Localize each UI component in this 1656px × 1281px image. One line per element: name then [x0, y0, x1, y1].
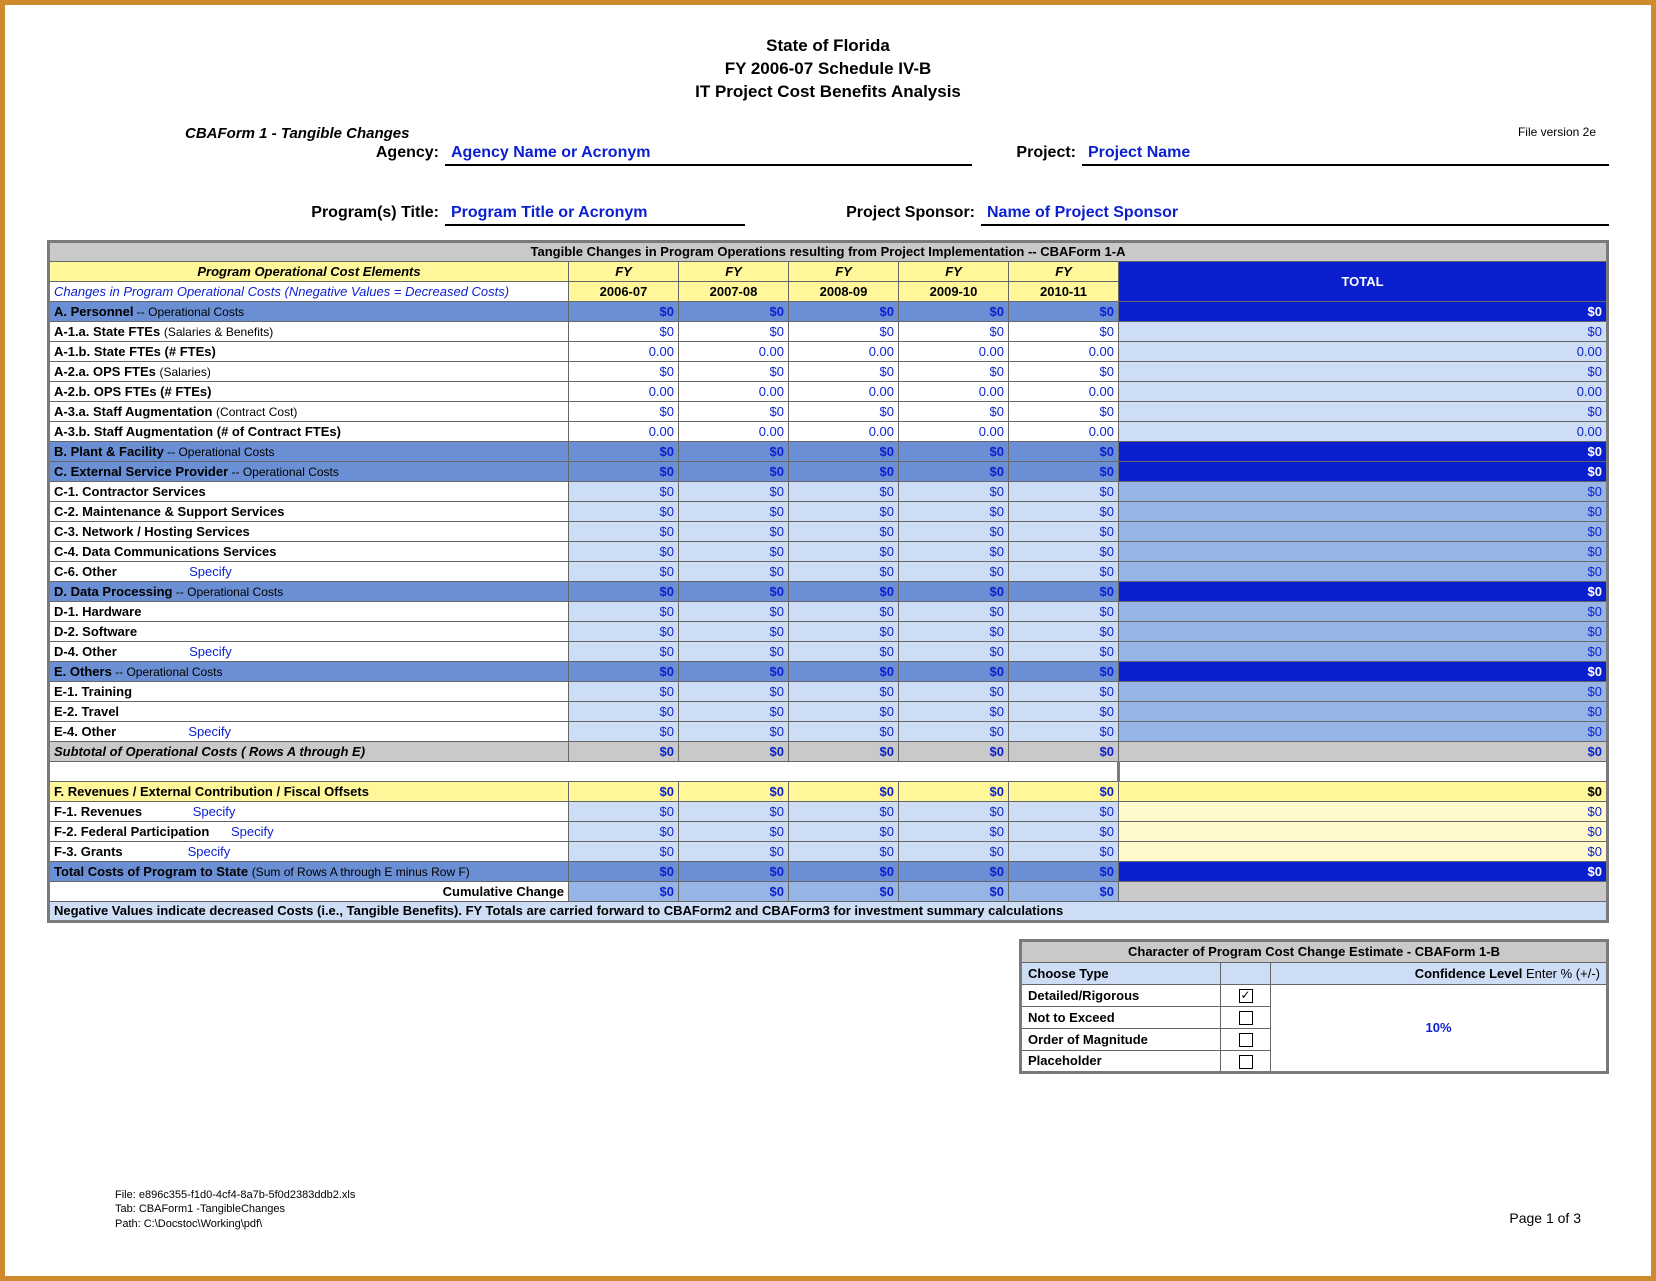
program-label: Program(s) Title: — [47, 204, 445, 226]
checkbox-3[interactable] — [1239, 1055, 1253, 1069]
footnote: Negative Values indicate decreased Costs… — [49, 901, 1608, 921]
table-row: C-3. Network / Hosting Services$0$0$0$0$… — [49, 521, 1608, 541]
year-0: 2006-07 — [569, 281, 679, 301]
checkbox-0[interactable]: ✓ — [1239, 989, 1253, 1003]
header-line-1: State of Florida — [47, 35, 1609, 58]
choose-type-label: Choose Type — [1021, 962, 1221, 984]
fy-h-4: FY — [1009, 261, 1119, 281]
table-row: A-1.a. State FTEs (Salaries & Benefits)$… — [49, 321, 1608, 341]
table-row: C-6. Other Specify$0$0$0$0$0$0 — [49, 561, 1608, 581]
table-row: Subtotal of Operational Costs ( Rows A t… — [49, 741, 1608, 761]
file-version: File version 2e — [1518, 125, 1596, 139]
table-row: F-1. Revenues Specify$0$0$0$0$0$0 — [49, 801, 1608, 821]
table-row: D-2. Software$0$0$0$0$0$0 — [49, 621, 1608, 641]
sponsor-label: Project Sponsor: — [745, 204, 981, 226]
table-row: F-3. Grants Specify$0$0$0$0$0$0 — [49, 841, 1608, 861]
year-2: 2008-09 — [789, 281, 899, 301]
year-3: 2009-10 — [899, 281, 1009, 301]
table-row: E-4. Other Specify$0$0$0$0$0$0 — [49, 721, 1608, 741]
table-row: D. Data Processing -- Operational Costs$… — [49, 581, 1608, 601]
table-row: F-2. Federal Participation Specify$0$0$0… — [49, 821, 1608, 841]
checkbox-1[interactable] — [1239, 1011, 1253, 1025]
table-row: A-3.b. Staff Augmentation (# of Contract… — [49, 421, 1608, 441]
table-row: E-1. Training$0$0$0$0$0$0 — [49, 681, 1608, 701]
table-row: D-4. Other Specify$0$0$0$0$0$0 — [49, 641, 1608, 661]
checkbox-2[interactable] — [1239, 1033, 1253, 1047]
cumulative-label: Cumulative Change — [49, 881, 569, 901]
table-row: A-1.b. State FTEs (# FTEs)0.000.000.000.… — [49, 341, 1608, 361]
fy-h-3: FY — [899, 261, 1009, 281]
form-label: CBAForm 1 - Tangible Changes — [185, 125, 409, 142]
project-value[interactable]: Project Name — [1082, 144, 1609, 166]
confidence-value[interactable]: 10% — [1271, 984, 1608, 1072]
table-row: A-2.a. OPS FTEs (Salaries)$0$0$0$0$0$0 — [49, 361, 1608, 381]
total-header: TOTAL — [1119, 261, 1608, 301]
header-line-3: IT Project Cost Benefits Analysis — [47, 81, 1609, 104]
col-sub: Changes in Program Operational Costs (Nn… — [49, 281, 569, 301]
page: State of Florida FY 2006-07 Schedule IV-… — [0, 0, 1656, 1281]
opt-0[interactable]: Detailed/Rigorous — [1021, 984, 1221, 1006]
opt-3[interactable]: Placeholder — [1021, 1050, 1221, 1072]
footer-file: File: e896c355-f1d0-4cf4-8a7b-5f0d2383dd… — [115, 1188, 355, 1202]
doc-header: State of Florida FY 2006-07 Schedule IV-… — [47, 35, 1609, 104]
character-box: Character of Program Cost Change Estimat… — [1019, 939, 1609, 1074]
table-row: C-4. Data Communications Services$0$0$0$… — [49, 541, 1608, 561]
meta-row-2: Program(s) Title: Program Title or Acron… — [47, 204, 1609, 226]
table-row: B. Plant & Facility -- Operational Costs… — [49, 441, 1608, 461]
page-number: Page 1 of 3 — [1509, 1210, 1581, 1226]
year-1: 2007-08 — [679, 281, 789, 301]
fy-h-2: FY — [789, 261, 899, 281]
col-lead: Program Operational Cost Elements — [49, 261, 569, 281]
table-row: A-2.b. OPS FTEs (# FTEs)0.000.000.000.00… — [49, 381, 1608, 401]
table-row: F. Revenues / External Contribution / Fi… — [49, 781, 1608, 801]
footer-path: Path: C:\Docstoc\Working\pdf\ — [115, 1217, 355, 1231]
footer-left: File: e896c355-f1d0-4cf4-8a7b-5f0d2383dd… — [115, 1188, 355, 1231]
confidence-header: Confidence Level Enter % (+/-) — [1271, 962, 1608, 984]
table-title: Tangible Changes in Program Operations r… — [49, 241, 1608, 261]
agency-label: Agency: — [47, 144, 445, 166]
table-row: Total Costs of Program to State (Sum of … — [49, 861, 1608, 881]
agency-value[interactable]: Agency Name or Acronym — [445, 144, 972, 166]
meta-row-1: Agency: Agency Name or Acronym Project: … — [47, 144, 1609, 166]
table-row: C. External Service Provider -- Operatio… — [49, 461, 1608, 481]
table-row: A. Personnel -- Operational Costs$0$0$0$… — [49, 301, 1608, 321]
header-line-2: FY 2006-07 Schedule IV-B — [47, 58, 1609, 81]
fy-h-0: FY — [569, 261, 679, 281]
footer-tab: Tab: CBAForm1 -TangibleChanges — [115, 1202, 355, 1216]
table-row: D-1. Hardware$0$0$0$0$0$0 — [49, 601, 1608, 621]
opt-1[interactable]: Not to Exceed — [1021, 1006, 1221, 1028]
project-label: Project: — [972, 144, 1082, 166]
program-value[interactable]: Program Title or Acronym — [445, 204, 745, 226]
sponsor-value[interactable]: Name of Project Sponsor — [981, 204, 1609, 226]
cost-table: Tangible Changes in Program Operations r… — [47, 240, 1609, 923]
table-row: C-2. Maintenance & Support Services$0$0$… — [49, 501, 1608, 521]
table-row: C-1. Contractor Services$0$0$0$0$0$0 — [49, 481, 1608, 501]
table-row: E. Others -- Operational Costs$0$0$0$0$0… — [49, 661, 1608, 681]
opt-2[interactable]: Order of Magnitude — [1021, 1028, 1221, 1050]
table-row: E-2. Travel$0$0$0$0$0$0 — [49, 701, 1608, 721]
fy-h-1: FY — [679, 261, 789, 281]
table-row: A-3.a. Staff Augmentation (Contract Cost… — [49, 401, 1608, 421]
char-title: Character of Program Cost Change Estimat… — [1021, 940, 1608, 962]
year-4: 2010-11 — [1009, 281, 1119, 301]
